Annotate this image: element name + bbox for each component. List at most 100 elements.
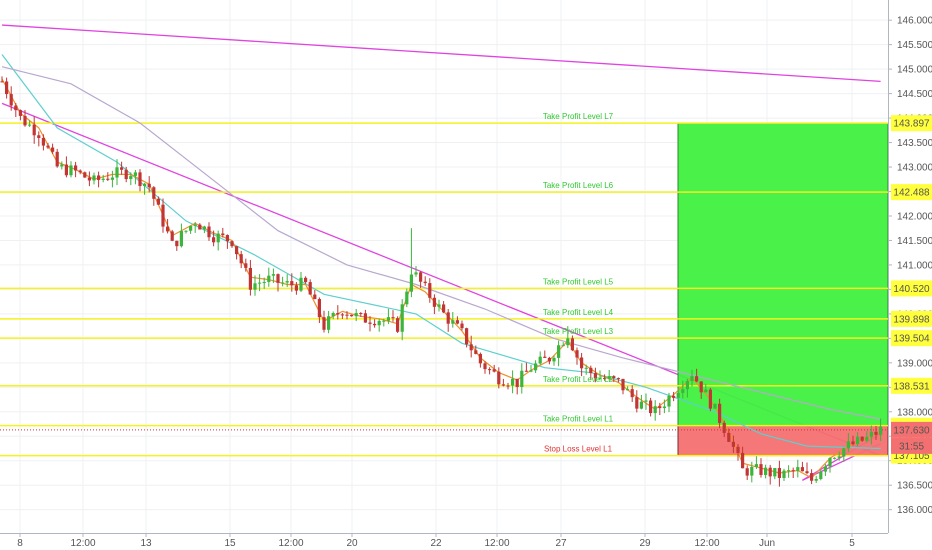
candle-body	[423, 281, 427, 284]
candle-body	[290, 281, 294, 286]
candle-body	[745, 468, 749, 476]
candle	[524, 362, 528, 372]
candle-body	[796, 467, 800, 471]
candle-body	[639, 401, 643, 409]
candle-body	[524, 370, 528, 372]
candle	[791, 467, 795, 479]
candle-body	[161, 204, 165, 227]
trend-line[interactable]	[1, 24, 881, 83]
candle	[87, 171, 91, 187]
countdown-text: 31:55	[899, 441, 924, 452]
candle-body	[405, 291, 409, 305]
candle	[662, 399, 666, 414]
candle	[506, 382, 510, 390]
y-tick-label: 143.500	[897, 138, 932, 149]
candle	[212, 230, 216, 247]
candle	[331, 311, 335, 320]
candle	[800, 461, 804, 472]
candle-body	[9, 94, 13, 106]
candle-body	[750, 466, 754, 476]
candlestick-series	[0, 76, 883, 487]
candle	[874, 426, 878, 440]
candle	[69, 161, 73, 178]
candle-body	[713, 403, 717, 409]
level-label: Take Profit Level L5	[543, 277, 614, 286]
candle-body	[69, 165, 73, 176]
candle	[294, 282, 298, 295]
candle	[92, 172, 96, 185]
candle	[0, 76, 4, 83]
level-price-badge	[891, 184, 932, 201]
candle	[644, 393, 648, 410]
y-tick-label: 141.000	[897, 260, 932, 271]
x-tick-label: 27	[555, 538, 567, 549]
candle-body	[630, 389, 634, 398]
candle-body	[32, 124, 36, 136]
candle-body	[842, 448, 846, 457]
candle	[837, 451, 841, 461]
candle	[695, 368, 699, 383]
candle	[129, 172, 133, 186]
candle	[819, 470, 823, 481]
candle	[133, 169, 137, 185]
candle	[713, 403, 717, 409]
candle	[543, 350, 547, 359]
candle	[865, 431, 869, 443]
candle	[18, 109, 22, 121]
candle-body	[791, 470, 795, 472]
candle	[846, 432, 850, 452]
candle-body	[271, 274, 275, 276]
candle-body	[396, 318, 400, 332]
candle-body	[258, 282, 262, 284]
candle-body	[60, 164, 64, 167]
candle	[138, 169, 142, 192]
time-axis[interactable]: 8 12:00 13 15 12:00 20 22 12:00 27 29 12:00 Jun 5	[0, 533, 888, 549]
candle	[538, 351, 542, 365]
candle	[166, 218, 170, 234]
candle	[621, 378, 625, 395]
candle	[667, 392, 671, 413]
candle	[115, 159, 119, 186]
candle	[230, 240, 234, 248]
moving-average-line	[1, 66, 881, 420]
candle	[175, 240, 179, 251]
candle-body	[267, 275, 271, 282]
candle	[777, 460, 781, 487]
candle-body	[810, 473, 814, 481]
candle	[593, 367, 597, 383]
candle	[299, 271, 303, 293]
candle	[258, 274, 262, 292]
candle-body	[198, 224, 202, 230]
candle	[589, 365, 593, 380]
long-position-tool[interactable]	[677, 122, 889, 457]
candle-body	[175, 240, 179, 247]
x-tick-label: 12:00	[70, 538, 95, 549]
candle-body	[18, 110, 22, 116]
candle-body	[782, 470, 786, 478]
candle-body	[874, 431, 878, 435]
candle	[879, 418, 883, 442]
candle-body	[317, 299, 321, 318]
candle-body	[120, 167, 124, 170]
candle-body	[432, 297, 436, 307]
candle	[727, 428, 731, 443]
candle-body	[294, 285, 298, 291]
candle	[460, 320, 464, 331]
y-tick-label: 136.000	[897, 505, 932, 516]
candle-body	[359, 313, 363, 315]
candle	[253, 275, 257, 296]
candle	[552, 355, 556, 366]
candle-body	[460, 323, 464, 329]
candle-body	[649, 400, 653, 414]
candle	[699, 381, 703, 399]
candle-body	[133, 172, 137, 176]
candle	[718, 398, 722, 429]
candle	[796, 459, 800, 478]
candle	[676, 388, 680, 400]
candle	[497, 367, 501, 389]
candle-body	[764, 467, 768, 475]
x-tick-label: 13	[140, 538, 152, 549]
candle	[561, 342, 565, 347]
target-zone[interactable]	[677, 122, 889, 427]
